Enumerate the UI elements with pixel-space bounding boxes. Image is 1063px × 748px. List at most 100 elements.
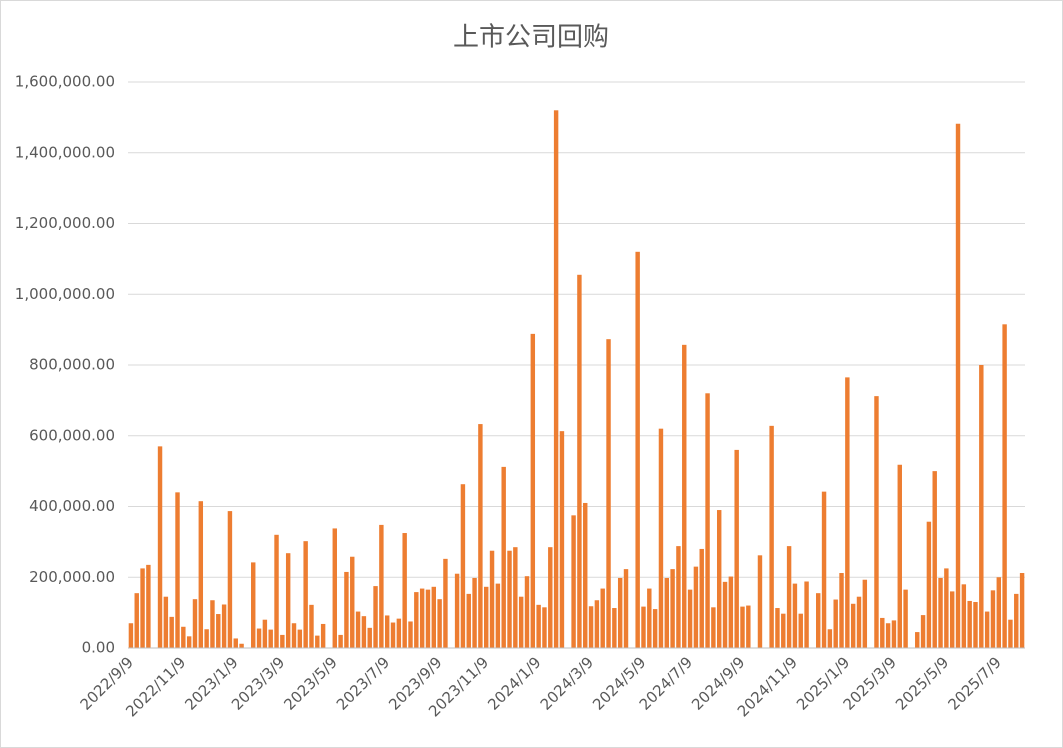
bar: [583, 502, 588, 648]
y-tick-label: 600,000.00: [29, 426, 115, 444]
bar: [891, 620, 897, 648]
bar: [571, 515, 576, 648]
bar: [699, 548, 704, 648]
bar: [384, 615, 390, 648]
bar: [775, 608, 780, 648]
bar: [880, 617, 885, 648]
bar: [588, 606, 594, 648]
bar: [425, 589, 431, 648]
bar: [350, 556, 355, 648]
bar: [373, 586, 378, 648]
bar: [507, 550, 512, 648]
y-tick-label: 1,400,000.00: [15, 143, 115, 161]
bar: [367, 627, 372, 648]
bar: [786, 546, 792, 648]
bar: [472, 577, 477, 648]
bar: [693, 566, 699, 648]
bar: [262, 619, 268, 648]
bar: [396, 618, 402, 648]
bar: [816, 593, 821, 648]
y-tick-label: 1,000,000.00: [15, 285, 115, 303]
bar: [408, 621, 413, 648]
bar: [949, 591, 955, 648]
bar: [734, 449, 739, 648]
bar: [804, 581, 809, 648]
bar: [227, 511, 233, 648]
bar: [711, 607, 716, 648]
bar: [705, 393, 710, 648]
bar: [856, 596, 862, 648]
bar: [1008, 619, 1013, 648]
bar: [239, 643, 244, 648]
bar: [128, 623, 134, 648]
bar: [437, 599, 442, 648]
bar: [944, 568, 949, 648]
bar: [769, 425, 774, 648]
bar: [606, 339, 611, 648]
bar: [233, 638, 238, 648]
bar: [163, 596, 169, 648]
bar: [210, 600, 215, 648]
bar: [676, 546, 681, 648]
bar: [291, 623, 297, 648]
bar: [716, 510, 722, 648]
bar: [460, 484, 466, 648]
bar: [839, 573, 844, 648]
bar: [181, 626, 186, 648]
bar: [967, 600, 972, 648]
bar: [204, 629, 209, 648]
bar: [722, 581, 728, 648]
bar: [513, 547, 518, 648]
bar: [548, 547, 553, 648]
bar: [938, 577, 943, 648]
bar: [1014, 593, 1019, 648]
bar: [431, 586, 437, 648]
bar: [320, 623, 326, 648]
bar: [536, 604, 541, 648]
bar: [146, 564, 151, 648]
bar: [845, 377, 850, 648]
y-tick-label: 1,600,000.00: [15, 73, 115, 91]
bar: [670, 569, 675, 648]
bar: [617, 577, 623, 648]
y-tick-label: 200,000.00: [29, 568, 115, 586]
bar: [996, 577, 1002, 648]
bar: [530, 333, 536, 648]
bar: [495, 583, 501, 648]
bar: [489, 550, 495, 648]
bar: [1019, 573, 1025, 648]
bar: [332, 528, 337, 648]
bar: [973, 602, 978, 648]
bar: [169, 616, 174, 648]
bar: [175, 492, 180, 648]
bar: [961, 584, 967, 648]
bar: [198, 501, 204, 648]
bar: [559, 431, 565, 648]
bar: [833, 599, 838, 648]
bar: [518, 596, 524, 648]
bar: [757, 555, 763, 648]
bar: [740, 606, 745, 648]
bar: [990, 590, 996, 648]
bar: [443, 558, 448, 648]
bar: [652, 609, 658, 648]
bar: [821, 491, 827, 648]
bar: [850, 603, 856, 648]
bar: [390, 622, 396, 648]
bar: [303, 541, 308, 648]
bar: [216, 614, 221, 648]
bar: [594, 600, 600, 648]
bar: [309, 604, 314, 648]
bar: [454, 573, 460, 648]
bar: [484, 586, 489, 648]
bar: [664, 577, 669, 648]
bar: [641, 606, 646, 648]
bar: [792, 583, 798, 648]
bar: [903, 589, 908, 648]
bar: [728, 576, 734, 648]
bar: [682, 344, 687, 648]
bar: [338, 634, 343, 648]
bar: [781, 613, 786, 648]
bar: [798, 613, 803, 648]
